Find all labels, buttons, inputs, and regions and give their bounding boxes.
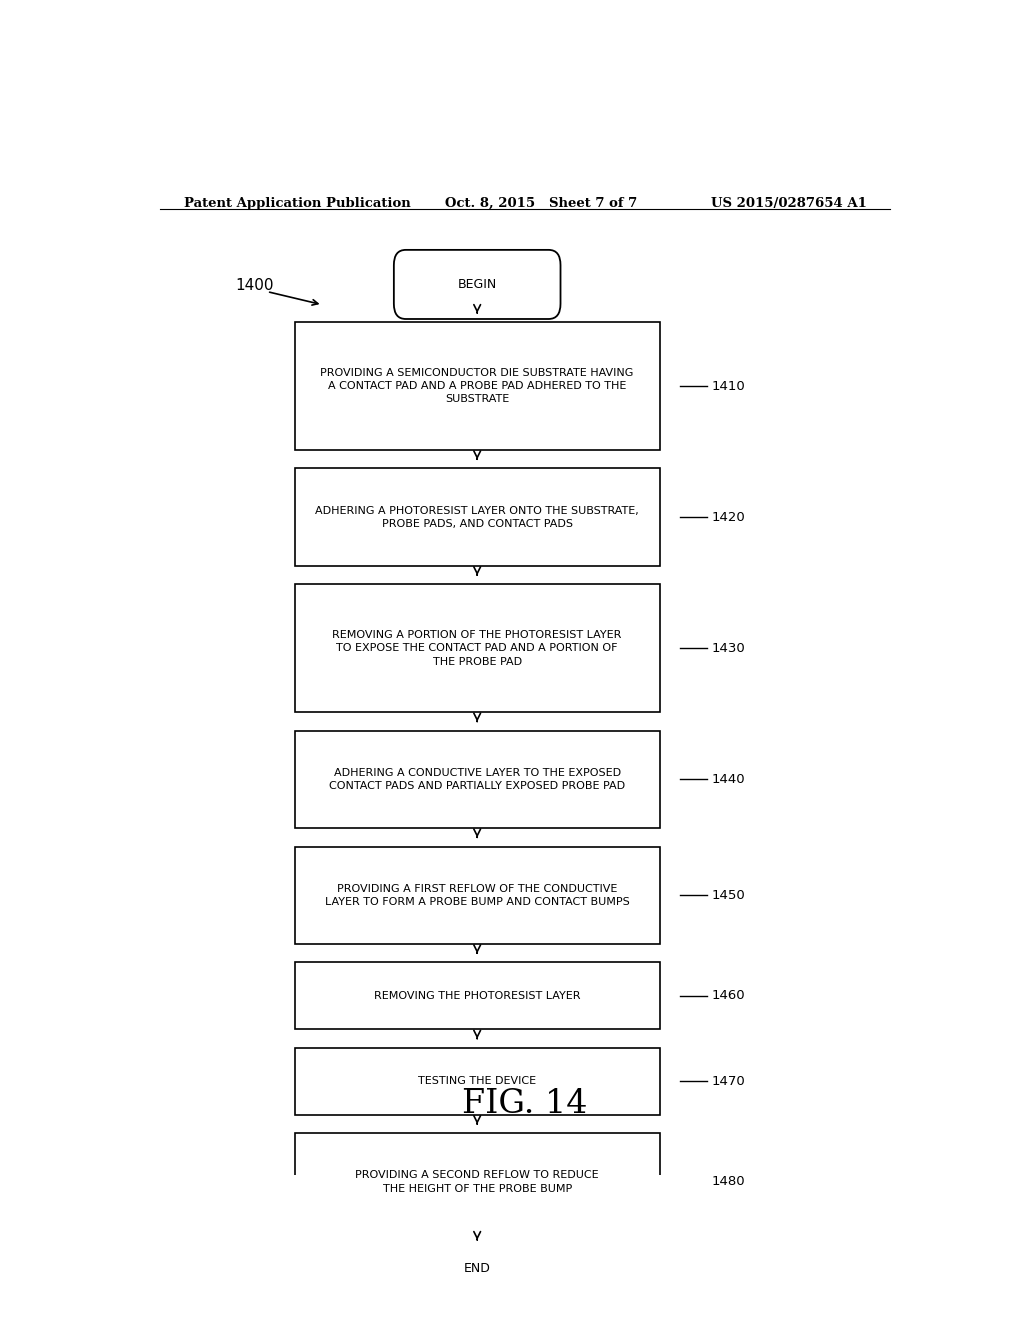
Text: 1420: 1420 [712, 511, 745, 524]
Text: US 2015/0287654 A1: US 2015/0287654 A1 [712, 197, 867, 210]
Text: TESTING THE DEVICE: TESTING THE DEVICE [418, 1076, 537, 1086]
Text: REMOVING A PORTION OF THE PHOTORESIST LAYER
TO EXPOSE THE CONTACT PAD AND A PORT: REMOVING A PORTION OF THE PHOTORESIST LA… [333, 630, 622, 667]
Text: REMOVING THE PHOTORESIST LAYER: REMOVING THE PHOTORESIST LAYER [374, 991, 581, 1001]
FancyBboxPatch shape [295, 322, 659, 450]
Text: Patent Application Publication: Patent Application Publication [183, 197, 411, 210]
FancyBboxPatch shape [295, 846, 659, 944]
Text: 1440: 1440 [712, 774, 744, 785]
Text: 1480: 1480 [712, 1175, 744, 1188]
FancyBboxPatch shape [295, 1133, 659, 1230]
Text: 1470: 1470 [712, 1074, 745, 1088]
FancyBboxPatch shape [295, 585, 659, 713]
Text: ADHERING A PHOTORESIST LAYER ONTO THE SUBSTRATE,
PROBE PADS, AND CONTACT PADS: ADHERING A PHOTORESIST LAYER ONTO THE SU… [315, 506, 639, 529]
Text: Oct. 8, 2015   Sheet 7 of 7: Oct. 8, 2015 Sheet 7 of 7 [445, 197, 638, 210]
FancyBboxPatch shape [394, 1234, 560, 1303]
FancyBboxPatch shape [394, 249, 560, 319]
Text: PROVIDING A SECOND REFLOW TO REDUCE
THE HEIGHT OF THE PROBE BUMP: PROVIDING A SECOND REFLOW TO REDUCE THE … [355, 1171, 599, 1193]
Text: 1400: 1400 [236, 279, 273, 293]
FancyBboxPatch shape [295, 469, 659, 566]
FancyBboxPatch shape [295, 1048, 659, 1115]
FancyBboxPatch shape [295, 962, 659, 1030]
Text: END: END [464, 1262, 490, 1275]
FancyBboxPatch shape [295, 731, 659, 828]
Text: 1410: 1410 [712, 380, 745, 392]
Text: 1430: 1430 [712, 642, 745, 655]
Text: 1460: 1460 [712, 990, 744, 1002]
Text: PROVIDING A SEMICONDUCTOR DIE SUBSTRATE HAVING
A CONTACT PAD AND A PROBE PAD ADH: PROVIDING A SEMICONDUCTOR DIE SUBSTRATE … [321, 368, 634, 404]
Text: ADHERING A CONDUCTIVE LAYER TO THE EXPOSED
CONTACT PADS AND PARTIALLY EXPOSED PR: ADHERING A CONDUCTIVE LAYER TO THE EXPOS… [329, 768, 626, 791]
Text: 1450: 1450 [712, 888, 745, 902]
Text: BEGIN: BEGIN [458, 279, 497, 290]
Text: FIG. 14: FIG. 14 [462, 1088, 588, 1119]
Text: PROVIDING A FIRST REFLOW OF THE CONDUCTIVE
LAYER TO FORM A PROBE BUMP AND CONTAC: PROVIDING A FIRST REFLOW OF THE CONDUCTI… [325, 883, 630, 907]
